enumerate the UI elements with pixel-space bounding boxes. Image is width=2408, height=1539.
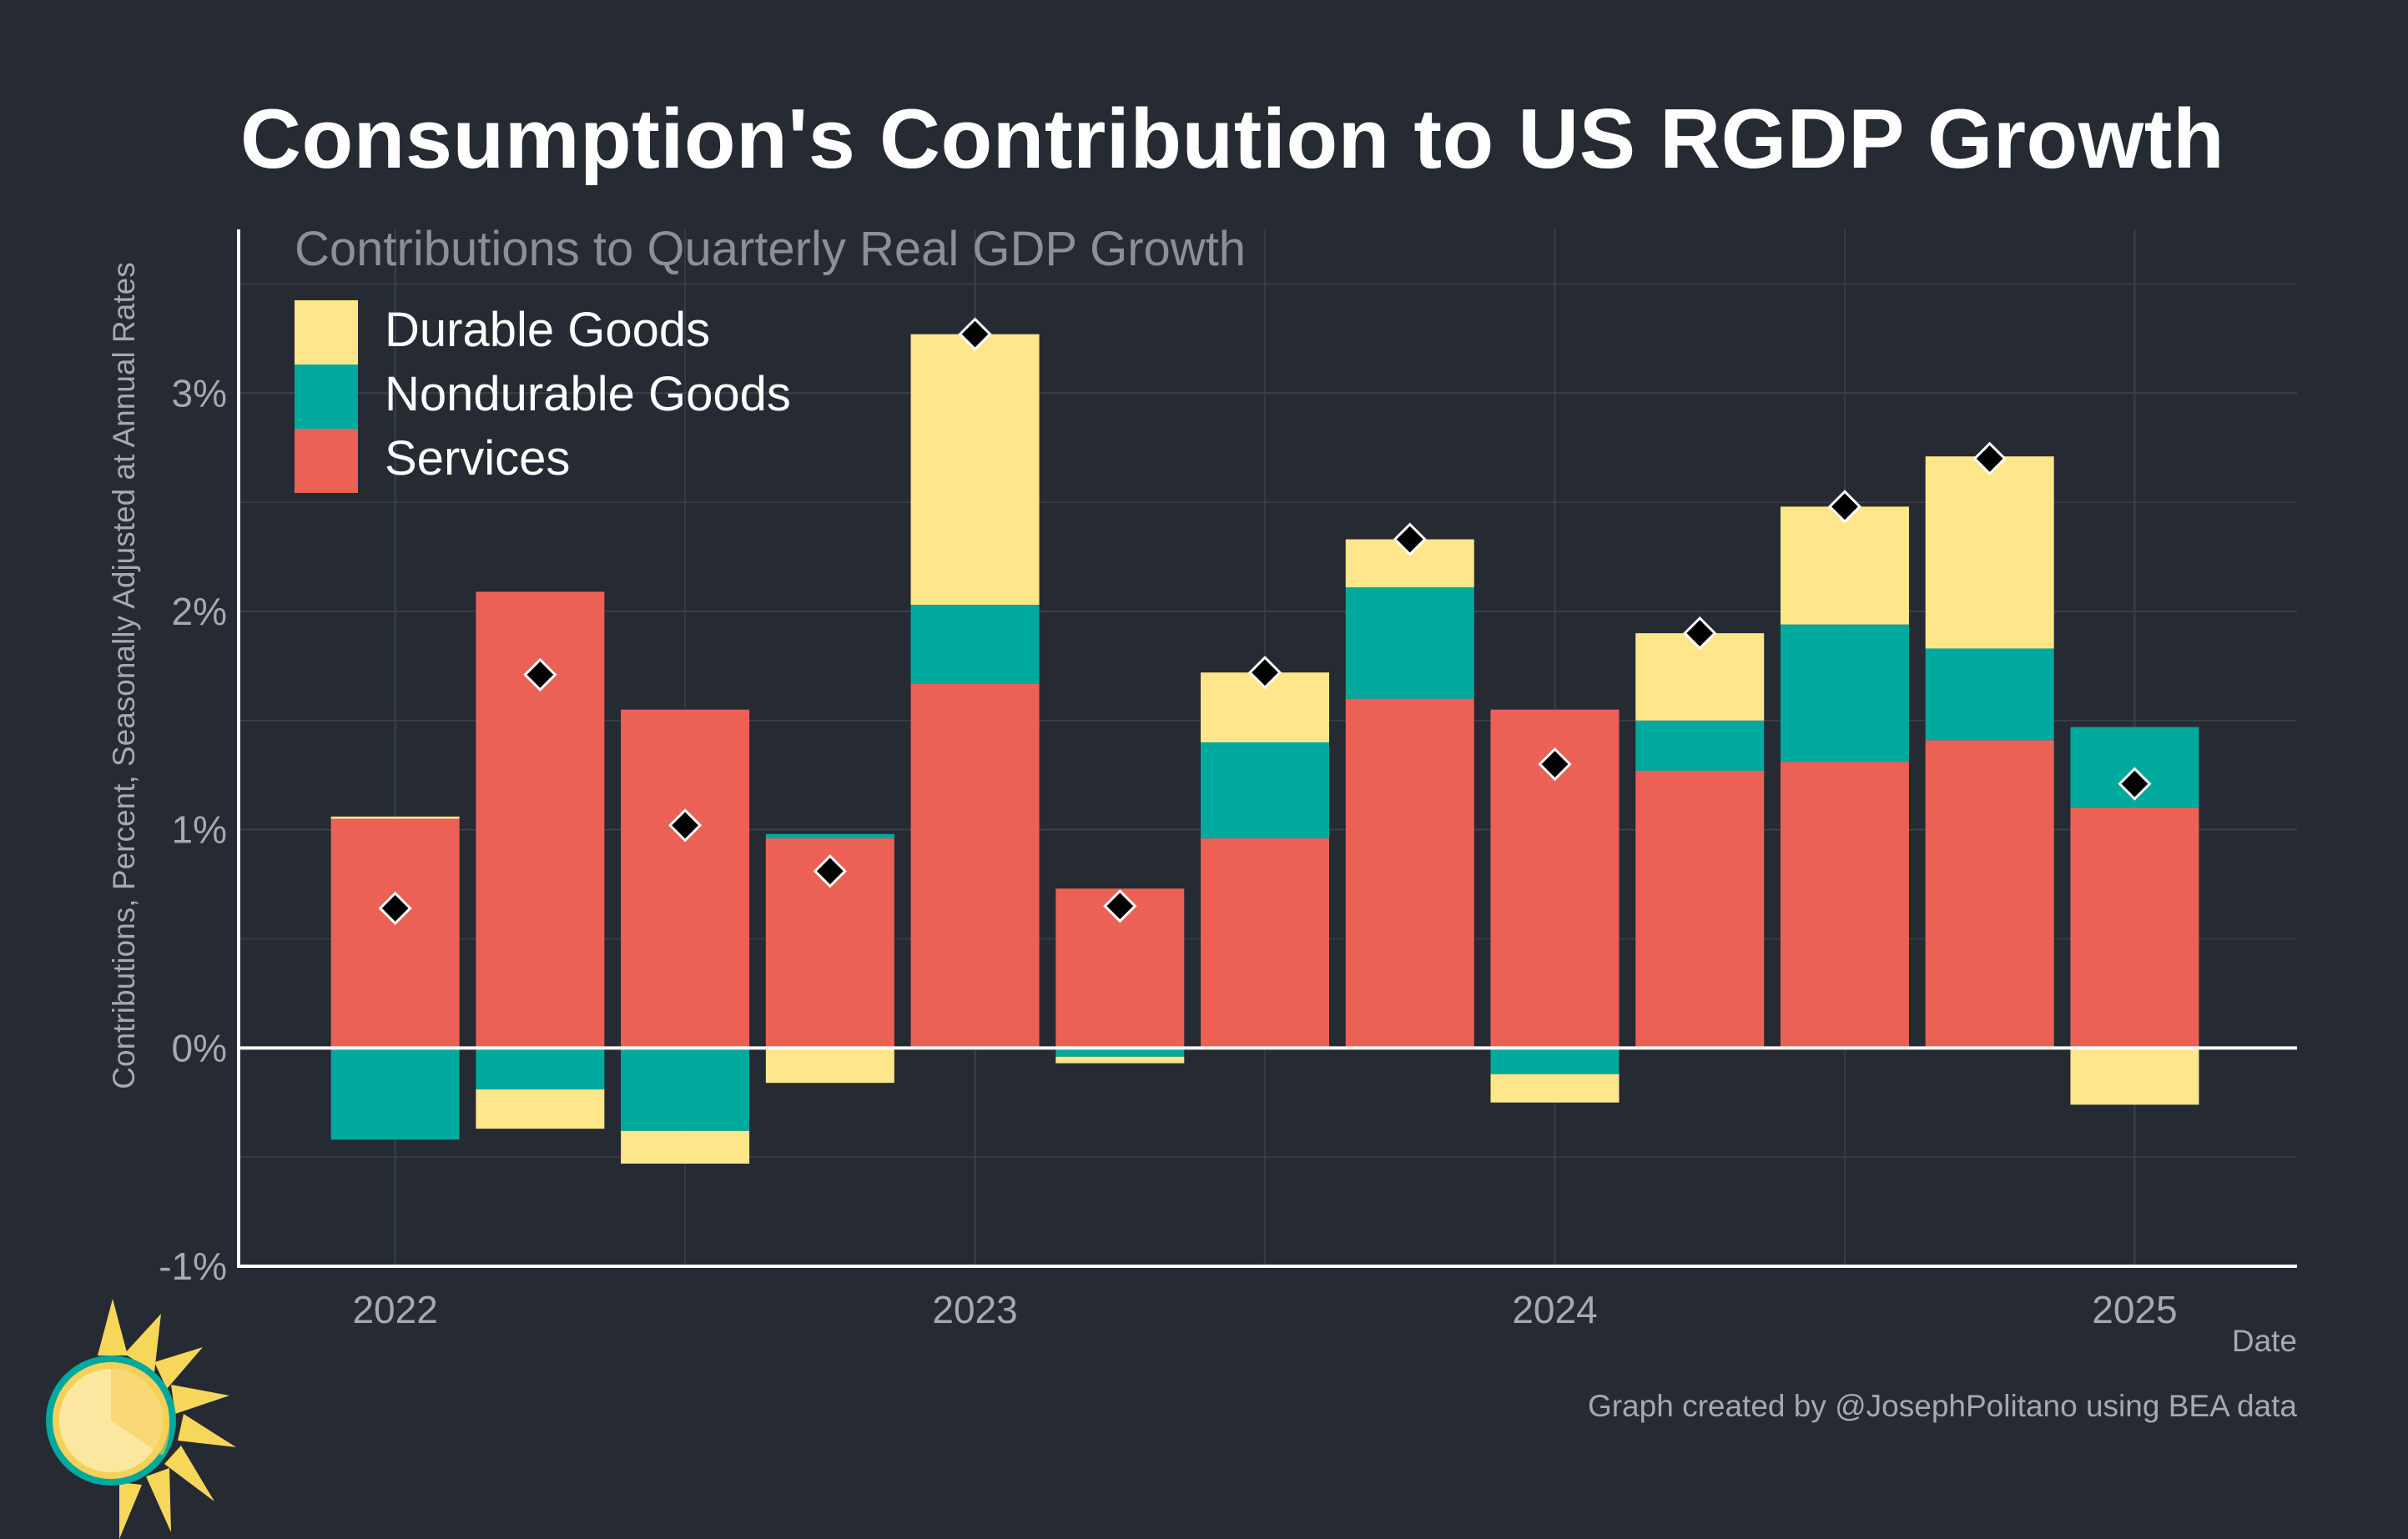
bar-services-2022-q3	[621, 709, 750, 1049]
legend-label-services: Services	[385, 431, 570, 485]
total-marker	[1247, 656, 1282, 690]
chart-subtitle: Contributions to Quarterly Real GDP Grow…	[295, 222, 1246, 276]
bar-services-2022-q1	[330, 818, 460, 1049]
sun-logo-icon	[46, 1299, 236, 1539]
y-tick-label: -1%	[159, 1245, 227, 1288]
bar-services-2023-q3	[1201, 838, 1330, 1049]
bar-durable-2024-q3	[1780, 506, 1909, 625]
total-marker	[1103, 889, 1137, 923]
total-marker	[813, 854, 847, 888]
total-markers	[378, 317, 2152, 925]
bar-durable-2022-q2	[476, 1089, 605, 1129]
bar-services-2023-q1	[910, 683, 1040, 1049]
bar-nondurable-2024-q1	[1490, 1048, 1620, 1074]
legend-label-nondurable: Nondurable Goods	[385, 367, 791, 421]
total-marker	[1683, 616, 1717, 651]
bar-services-2023-q4	[1345, 698, 1474, 1049]
bar-nondurable-2024-q2	[1635, 720, 1765, 771]
total-marker	[1972, 441, 2007, 475]
y-tick-label: 0%	[172, 1026, 227, 1069]
bar-durable-2023-q2	[1055, 1056, 1185, 1064]
credit-text: Graph created by @JosephPolitano using B…	[1587, 1389, 2297, 1423]
bar-durable-2024-q1	[1490, 1074, 1620, 1103]
legend-swatch-nondurable	[295, 365, 358, 429]
legend-swatch-durable	[295, 300, 358, 365]
y-tick-label: 2%	[172, 590, 227, 633]
x-tick-label: 2024	[1512, 1288, 1597, 1331]
x-tick-label: 2025	[2092, 1288, 2177, 1331]
y-axis-label: Contributions, Percent, Seasonally Adjus…	[107, 262, 141, 1089]
bar-nondurable-2023-q2	[1055, 1048, 1185, 1057]
bar-durable-2023-q1	[910, 334, 1040, 606]
bar-services-2024-q4	[1925, 740, 2054, 1049]
total-marker	[378, 891, 412, 925]
bar-services-2024-q2	[1635, 770, 1765, 1049]
bar-services-2025-q1	[2070, 807, 2199, 1049]
bar-nondurable-2022-q4	[765, 833, 894, 839]
legend: Durable Goods Nondurable Goods Services	[295, 300, 791, 493]
total-marker	[523, 657, 557, 692]
total-marker	[2118, 767, 2152, 801]
total-marker	[667, 808, 703, 842]
legend-label-durable: Durable Goods	[385, 303, 710, 357]
bar-durable-2022-q1	[330, 816, 460, 819]
axes: -1% 0% 1% 2% 3% 2022 2023 2024 2025	[159, 229, 2297, 1331]
bar-services-2024-q3	[1780, 762, 1909, 1049]
legend-swatch-services	[295, 429, 358, 493]
x-axis-label: Date	[2232, 1324, 2297, 1358]
bar-durable-2022-q4	[765, 1048, 894, 1084]
bar-nondurable-2024-q4	[1925, 648, 2054, 741]
total-marker	[958, 317, 992, 351]
bar-nondurable-2022-q1	[330, 1048, 460, 1140]
chart-title: Consumption's Contribution to US RGDP Gr…	[240, 93, 2225, 186]
bar-durable-2022-q3	[621, 1130, 750, 1164]
bar-durable-2024-q4	[1925, 456, 2054, 649]
bar-nondurable-2023-q1	[910, 605, 1040, 684]
total-marker	[1538, 747, 1572, 782]
bar-nondurable-2023-q3	[1201, 742, 1330, 839]
bar-nondurable-2022-q3	[621, 1048, 750, 1131]
bar-nondurable-2023-q4	[1345, 587, 1474, 699]
bar-nondurable-2022-q2	[476, 1048, 605, 1090]
y-tick-label: 1%	[172, 808, 227, 852]
bar-durable-2025-q1	[2070, 1048, 2199, 1105]
x-tick-label: 2022	[352, 1288, 437, 1331]
y-tick-label: 3%	[172, 371, 227, 415]
total-marker	[1827, 490, 1862, 524]
total-marker	[1393, 522, 1427, 556]
x-tick-label: 2023	[932, 1288, 1017, 1331]
bars	[330, 334, 2199, 1164]
bar-nondurable-2024-q3	[1780, 624, 1909, 762]
